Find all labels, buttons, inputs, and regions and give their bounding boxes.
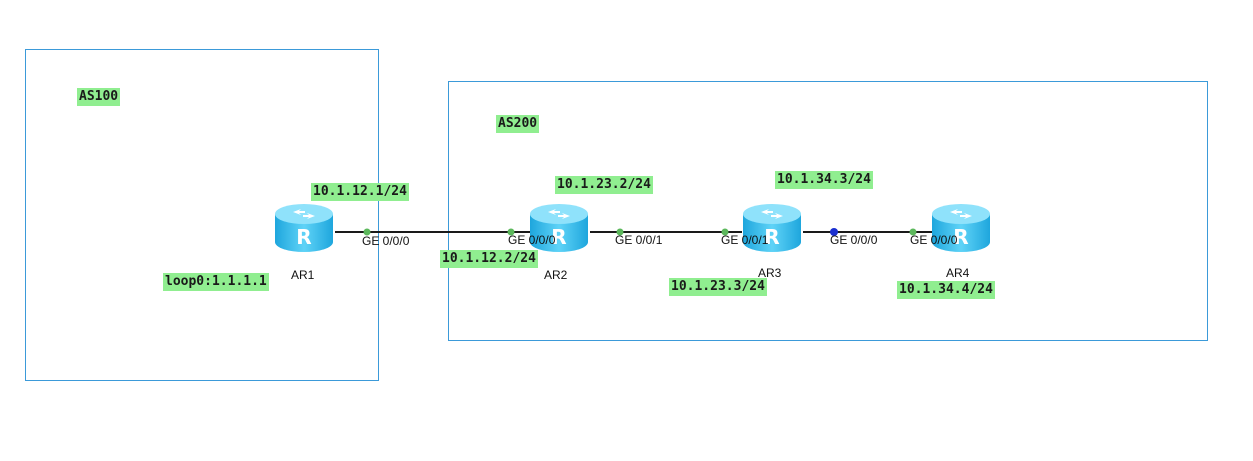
router-name-ar4: AR4 xyxy=(946,266,970,280)
address-ar1-loopback: loop0:1.1.1.1 xyxy=(163,273,269,291)
address-ar2-link12: 10.1.12.2/24 xyxy=(440,250,538,268)
port-label-ar3-ge000: GE 0/0/0 xyxy=(830,233,878,247)
router-name-ar1: AR1 xyxy=(291,268,315,282)
port-dot-ar2-ge001 xyxy=(616,228,624,236)
port-dot-ar3-ge000 xyxy=(830,228,838,236)
as100-area xyxy=(25,49,379,381)
address-ar4-link34: 10.1.34.4/24 xyxy=(897,281,995,299)
svg-text:R: R xyxy=(296,225,311,249)
as200-area xyxy=(448,81,1208,341)
port-dot-ar3-ge001 xyxy=(721,228,729,236)
svg-text:R: R xyxy=(551,225,566,249)
port-dot-ar2-ge000 xyxy=(507,228,515,236)
port-label-ar1-ge000: GE 0/0/0 xyxy=(362,234,410,248)
address-ar3-link34: 10.1.34.3/24 xyxy=(775,171,873,189)
router-name-ar3: AR3 xyxy=(758,266,782,280)
port-label-ar3-ge001: GE 0/0/1 xyxy=(721,233,769,247)
as100-label: AS100 xyxy=(77,88,121,106)
port-label-ar2-ge001: GE 0/0/1 xyxy=(615,233,663,247)
router-icon[interactable]: R xyxy=(741,200,803,256)
address-ar3-link23: 10.1.23.3/24 xyxy=(669,278,767,296)
address-ar1-link: 10.1.12.1/24 xyxy=(311,183,409,201)
as200-label: AS200 xyxy=(496,115,540,133)
port-dot-ar1-ge000 xyxy=(363,228,371,236)
port-label-ar4-ge000: GE 0/0/0 xyxy=(910,233,958,247)
port-dot-ar4-ge000 xyxy=(909,228,917,236)
address-ar2-link23: 10.1.23.2/24 xyxy=(555,176,653,194)
svg-text:R: R xyxy=(764,225,779,249)
router-icon[interactable]: R xyxy=(273,200,335,256)
svg-text:R: R xyxy=(953,225,968,249)
port-label-ar2-ge000: GE 0/0/0 xyxy=(508,233,556,247)
router-name-ar2: AR2 xyxy=(544,268,568,282)
router-icon[interactable]: R xyxy=(528,200,590,256)
router-icon[interactable]: R xyxy=(930,200,992,256)
